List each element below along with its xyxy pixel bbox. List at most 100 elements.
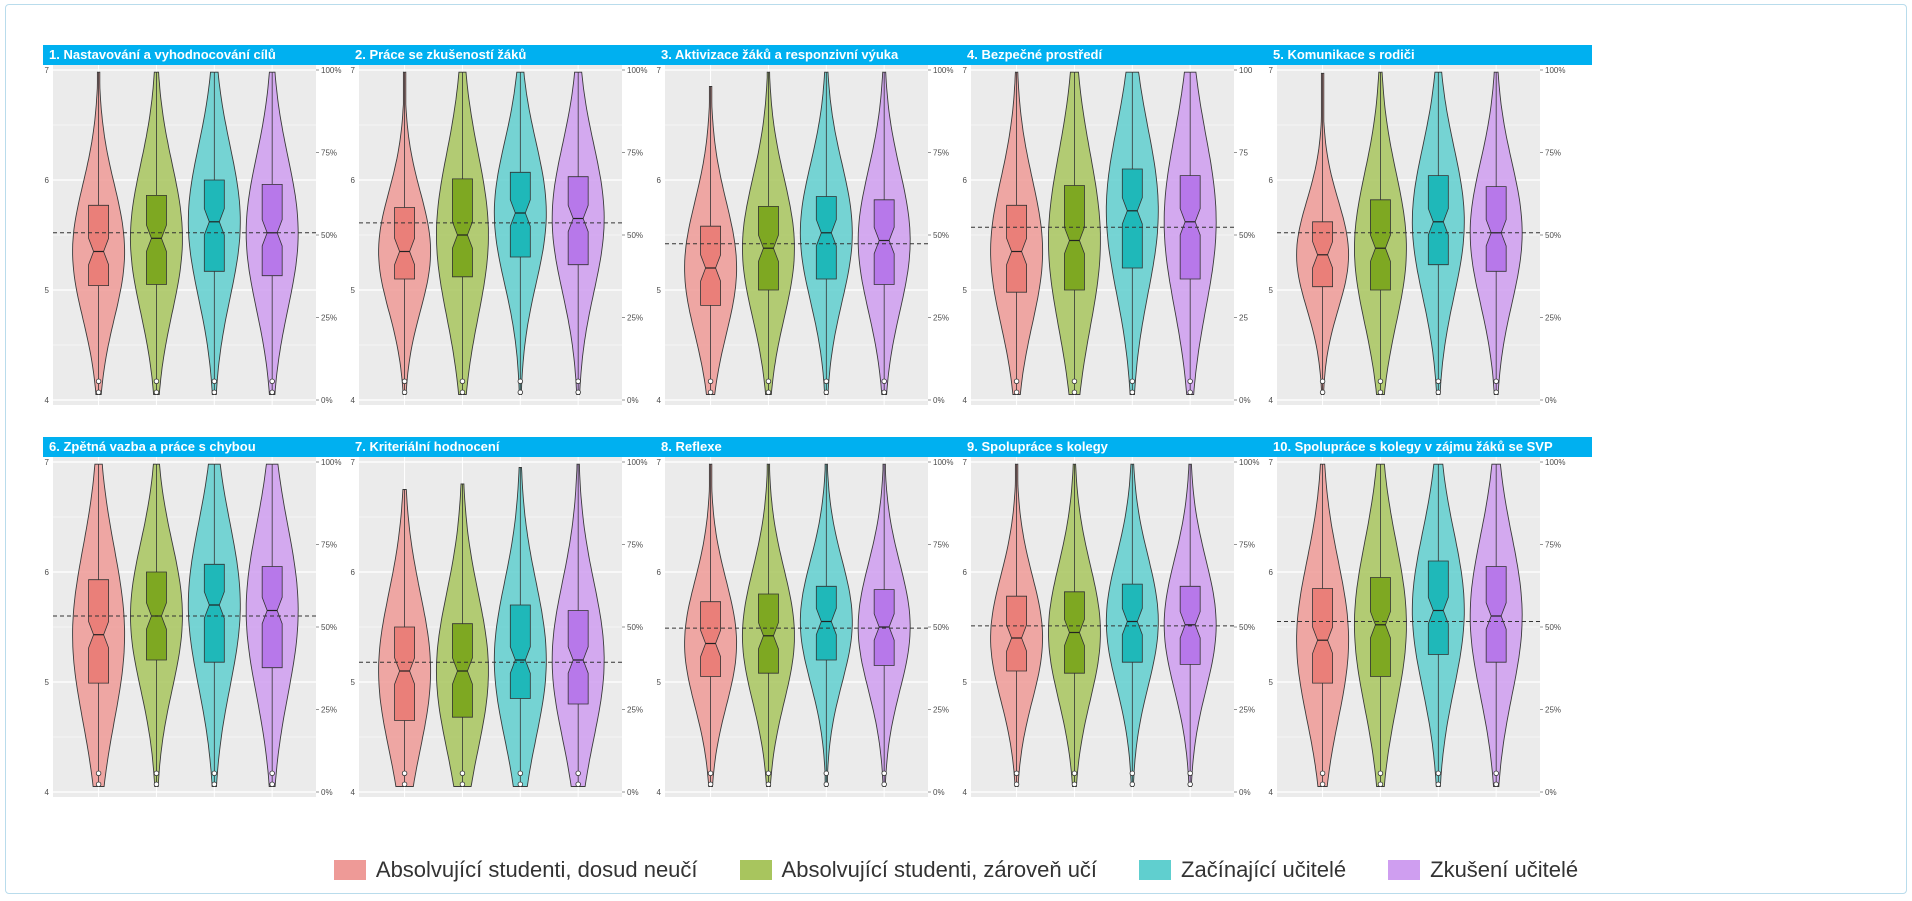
outlier-point: [765, 770, 772, 776]
box: [1485, 186, 1507, 272]
box: [1064, 185, 1085, 291]
outlier-point: [1013, 378, 1020, 384]
y-tick-label: 4: [657, 396, 662, 405]
box: [567, 610, 589, 705]
legend-item: Absolvující studenti, zároveň učí: [739, 857, 1097, 883]
y2-tick-label: 75%: [321, 541, 337, 550]
outlier-point: [1435, 781, 1442, 787]
panel-title: 2. Práce se zkušeností žáků: [349, 45, 674, 65]
y2-tick-label: 100%: [933, 66, 953, 75]
y2-tick-label: 25: [1239, 314, 1248, 323]
outlier-point: [211, 781, 218, 787]
box: [873, 199, 895, 285]
outlier-point: [575, 781, 581, 787]
y-tick-label: 4: [45, 396, 50, 405]
outlier-point: [881, 781, 887, 787]
outlier-point: [1071, 389, 1078, 395]
outlier-point: [459, 378, 466, 384]
box: [1121, 583, 1143, 663]
y2-tick-label: 25%: [627, 314, 643, 323]
outlier-point: [1129, 770, 1136, 776]
outlier-point: [269, 378, 275, 384]
y-tick-label: 7: [963, 458, 968, 467]
outlier-point: [823, 389, 830, 395]
box: [452, 178, 473, 278]
y-tick-label: 6: [351, 176, 356, 185]
outlier-point: [1435, 770, 1442, 776]
y2-tick-label: 50%: [1239, 623, 1255, 632]
outlier-point: [707, 378, 714, 384]
box: [88, 204, 109, 286]
y-tick-label: 4: [657, 788, 662, 797]
y-tick-label: 7: [351, 458, 356, 467]
outlier-point: [1129, 389, 1136, 395]
y2-tick-label: 50%: [933, 231, 949, 240]
outlier-point: [1013, 389, 1020, 395]
y2-tick-label: 100%: [1239, 458, 1259, 467]
box: [1121, 168, 1143, 269]
y-tick-label: 7: [963, 66, 968, 75]
chart-panel: 3. Aktivizace žáků a responzivní výuka 4 5…: [655, 45, 990, 425]
panel-plot: 4 5 6 7 0% 25% 50% 75% 100%: [963, 457, 1259, 797]
outlier-point: [459, 781, 466, 787]
panel-title: 7. Kriteriální hodnocení: [349, 437, 674, 457]
box: [1370, 199, 1391, 291]
y-tick-label: 6: [45, 176, 50, 185]
chart-panel: 1. Nastavování a vyhodnocování cílů 4 5 6 7 0…: [43, 45, 378, 425]
y2-tick-label: 75%: [627, 541, 643, 550]
box: [203, 563, 225, 663]
y-tick-label: 5: [657, 678, 662, 687]
outlier-point: [95, 770, 102, 776]
y-tick-label: 4: [1269, 396, 1274, 405]
outlier-point: [881, 389, 887, 395]
y2-tick-label: 100%: [627, 66, 647, 75]
legend-swatch: [1388, 860, 1421, 880]
y2-tick-label: 75%: [1239, 541, 1255, 550]
outlier-point: [459, 389, 466, 395]
y-tick-label: 5: [351, 286, 356, 295]
panel-plot: 4 5 6 7 0% 25% 50% 75% 100%: [45, 65, 341, 405]
y-tick-label: 5: [1269, 286, 1274, 295]
box: [203, 179, 225, 272]
outlier-point: [881, 770, 887, 776]
outlier-point: [1435, 378, 1442, 384]
y2-tick-label: 0%: [933, 788, 945, 797]
y2-tick-label: 25%: [1545, 706, 1561, 715]
outlier-point: [707, 770, 714, 776]
y2-tick-label: 50%: [1239, 231, 1255, 240]
panel-plot: 4 5 6 7 0% 25% 50% 75% 100%: [657, 65, 953, 405]
outlier-point: [211, 770, 218, 776]
outlier-point: [1187, 389, 1193, 395]
y2-tick-label: 75%: [1545, 541, 1561, 550]
outlier-point: [1013, 770, 1020, 776]
box: [1427, 560, 1449, 655]
outlier-point: [1187, 770, 1193, 776]
outlier-point: [401, 770, 408, 776]
outlier-point: [1493, 781, 1499, 787]
panel-title: 9. Spolupráce s kolegy: [961, 437, 1286, 457]
y-tick-label: 4: [351, 396, 356, 405]
chart-panel: 6. Zpětná vazba a práce s chybou 4 5 6 7 0% 25…: [43, 437, 378, 817]
outlier-point: [1435, 389, 1442, 395]
y2-tick-label: 0%: [321, 788, 333, 797]
outlier-point: [269, 389, 275, 395]
outlier-point: [1493, 389, 1499, 395]
panel-plot: 4 5 6 7 0% 25% 50% 75% 100%: [351, 457, 647, 797]
y2-tick-label: 25%: [933, 314, 949, 323]
y2-tick-label: 75%: [321, 149, 337, 158]
y2-tick-label: 100: [1239, 66, 1253, 75]
y-tick-label: 5: [351, 678, 356, 687]
y-tick-label: 5: [45, 678, 50, 687]
box: [815, 196, 837, 280]
y2-tick-label: 25%: [627, 706, 643, 715]
y2-tick-label: 0%: [1545, 788, 1557, 797]
y-tick-label: 5: [963, 678, 968, 687]
legend-swatch: [1139, 860, 1172, 880]
outlier-point: [95, 378, 102, 384]
legend-swatch: [739, 860, 772, 880]
y-tick-label: 7: [45, 66, 50, 75]
y-tick-label: 7: [657, 66, 662, 75]
box: [146, 195, 167, 285]
outlier-point: [823, 770, 830, 776]
y-tick-label: 4: [1269, 788, 1274, 797]
